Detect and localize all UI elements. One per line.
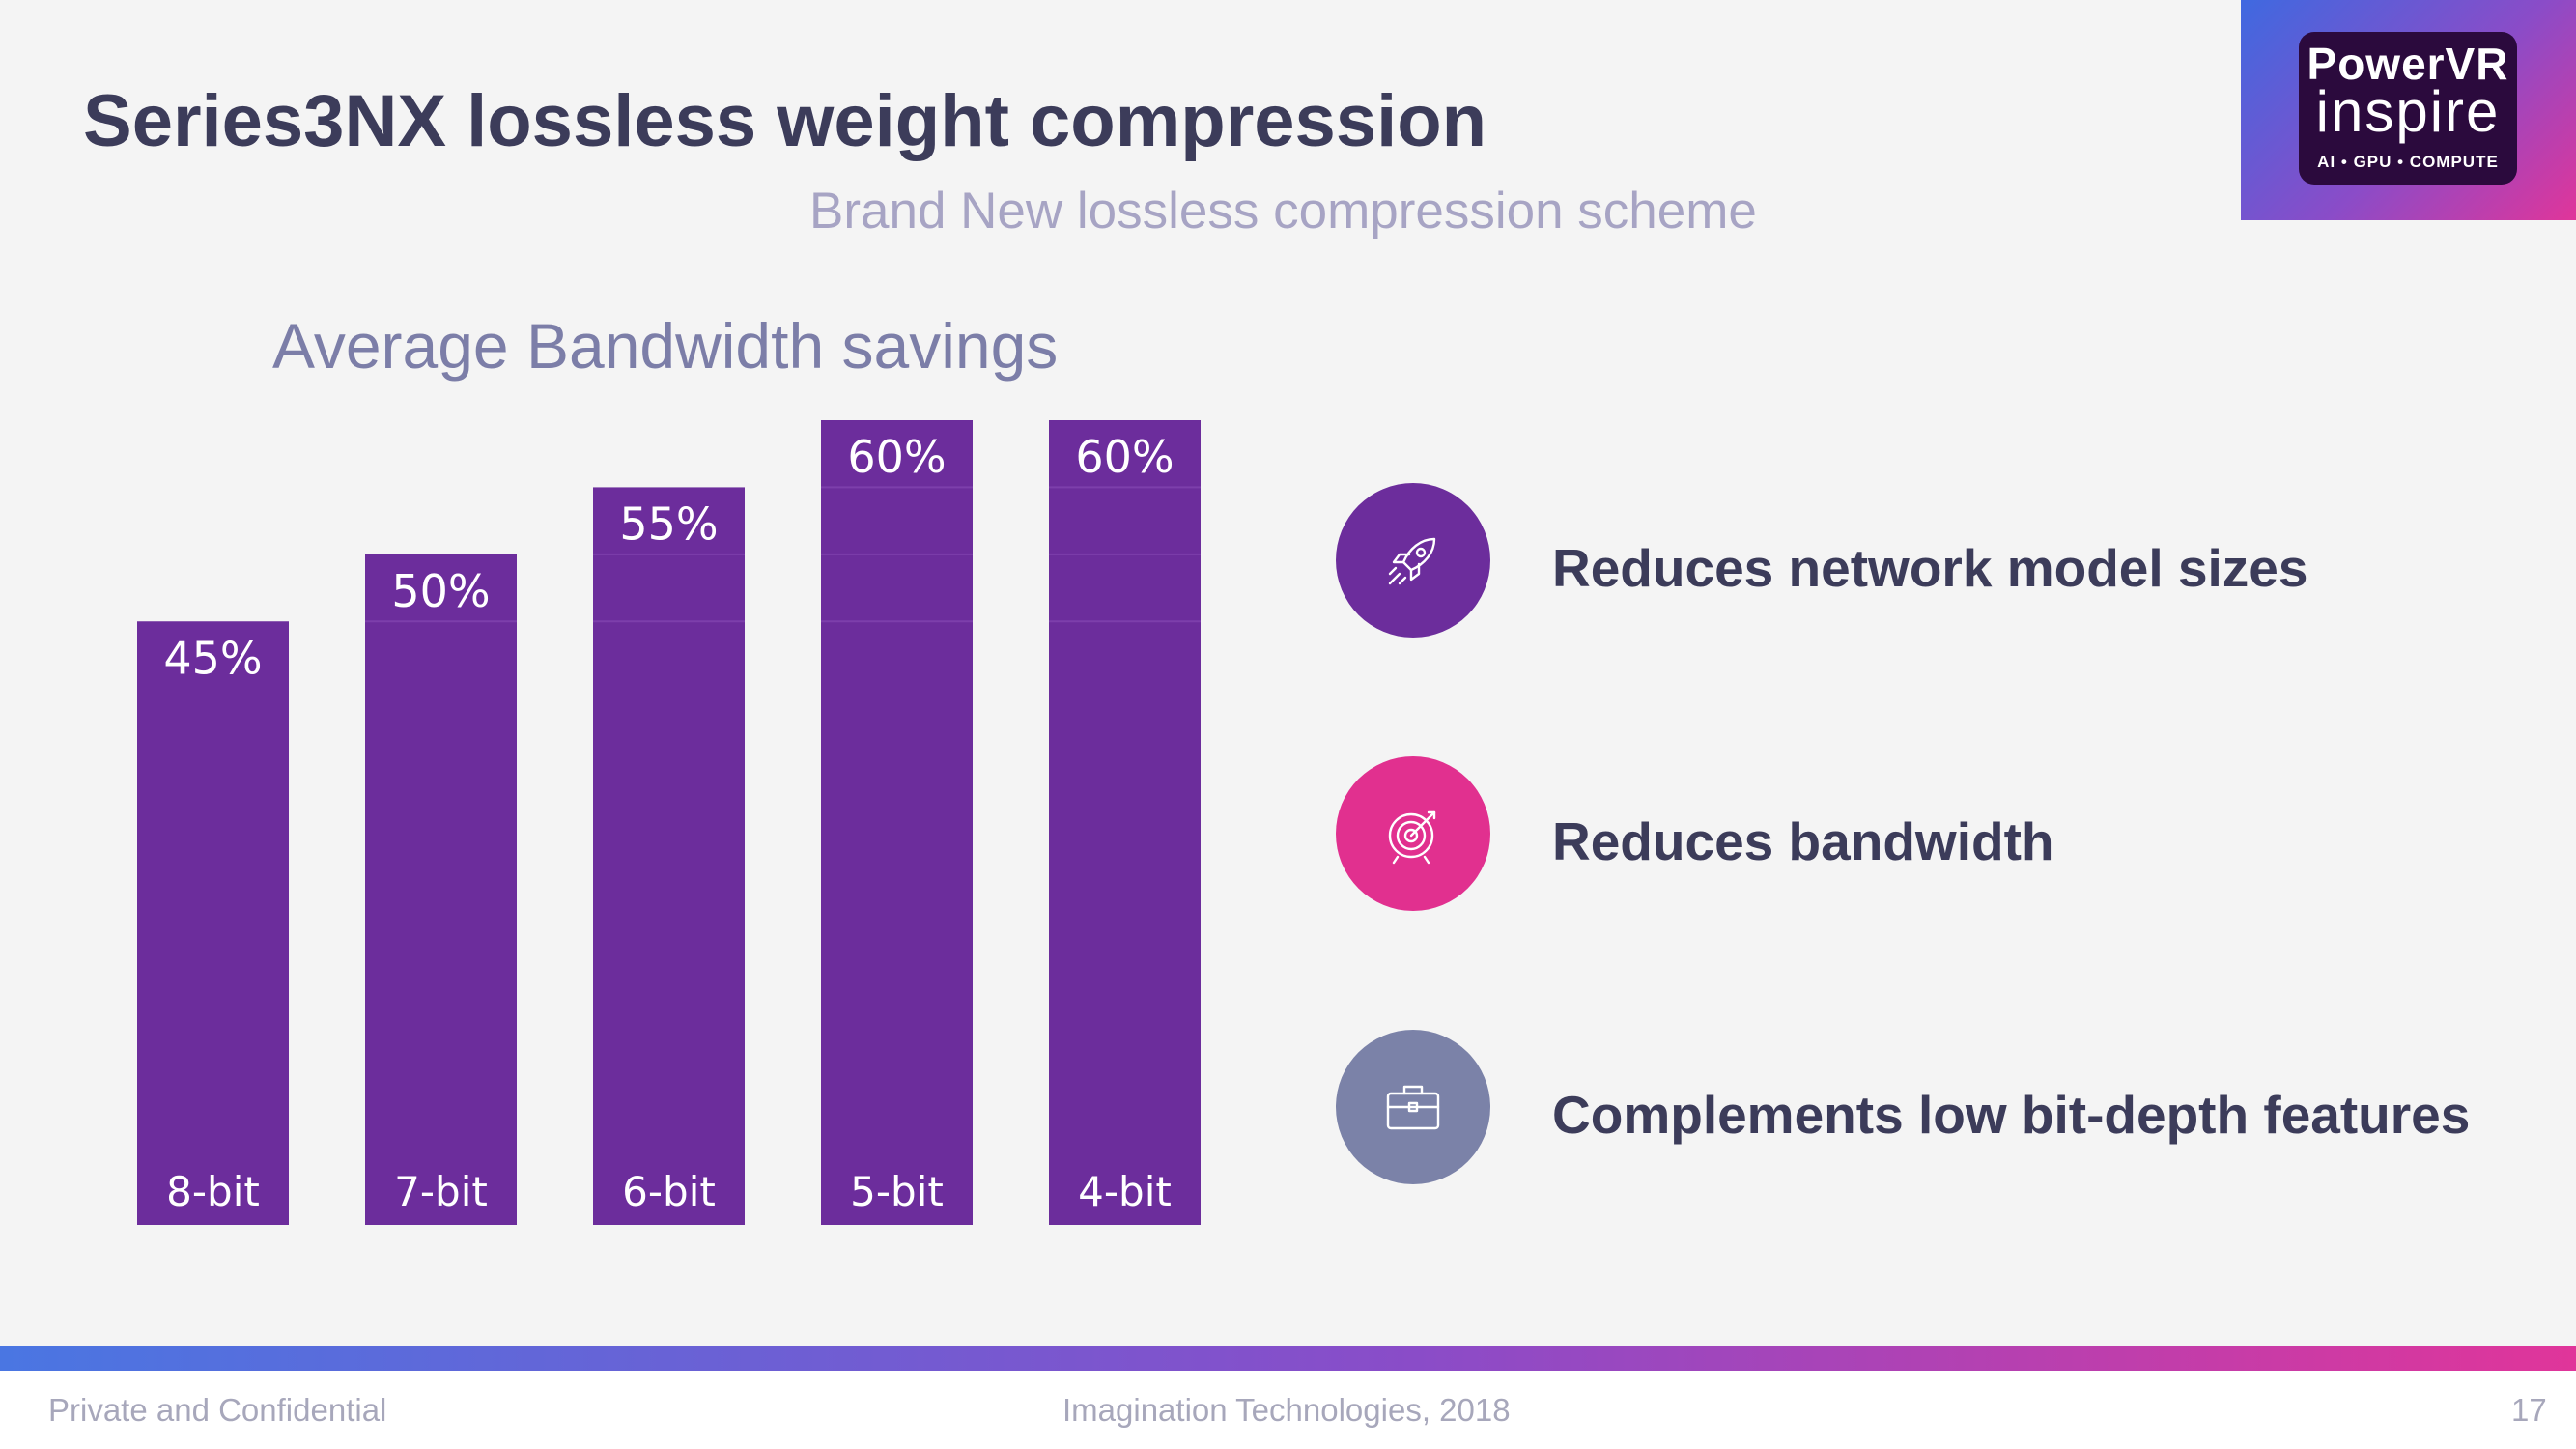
bar-7-bit <box>365 554 517 1225</box>
feature-label-bandwidth: Reduces bandwidth <box>1552 811 2054 871</box>
category-label: 6-bit <box>622 1168 716 1215</box>
slide-title: Series3NX lossless weight compression <box>83 80 1487 162</box>
feature-label-network: Reduces network model sizes <box>1552 538 2308 598</box>
feature-circle-bandwidth <box>1336 756 1490 911</box>
bar-value-label: 45% <box>163 632 262 684</box>
bar-4-bit <box>1049 420 1201 1225</box>
category-label: 5-bit <box>850 1168 944 1215</box>
slide-subtitle: Brand New lossless compression scheme <box>809 183 1757 240</box>
bar-value-label: 60% <box>1075 431 1174 483</box>
feature-circle-bitdepth <box>1336 1030 1490 1184</box>
footer-gradient-bar <box>0 1346 2576 1371</box>
feature-circle-network <box>1336 483 1490 638</box>
briefcase-icon <box>1386 1085 1440 1130</box>
footer-page-number: 17 <box>2511 1392 2547 1428</box>
category-label: 8-bit <box>166 1168 260 1215</box>
feature-label-bitdepth: Complements low bit-depth features <box>1552 1085 2471 1145</box>
footer-company: Imagination Technologies, 2018 <box>1062 1392 1511 1428</box>
chart-title: Average Bandwidth savings <box>272 310 1059 382</box>
bandwidth-savings-chart: 45% 8-bit 50% 7-bit 55% 6-bit 60% 5-bit 60% 4-bit <box>137 420 1201 1226</box>
logo-line-2: inspire <box>2315 79 2501 144</box>
category-label: 4-bit <box>1078 1168 1172 1215</box>
logo-line-1: PowerVR <box>2307 39 2509 89</box>
bar-value-label: 60% <box>847 431 946 483</box>
bar-5-bit <box>821 420 973 1225</box>
bar-6-bit <box>593 487 745 1226</box>
logo-line-3: AI • GPU • COMPUTE <box>2317 153 2499 171</box>
category-label: 7-bit <box>394 1168 488 1215</box>
footer: Private and Confidential Imagination Tec… <box>0 1371 2576 1449</box>
target-icon <box>1388 810 1436 865</box>
bar-8-bit <box>137 621 289 1225</box>
powervr-inspire-logo: PowerVR inspire AI • GPU • COMPUTE <box>2241 0 2576 220</box>
bar-value-label: 50% <box>391 565 490 617</box>
logo-badge: PowerVR inspire AI • GPU • COMPUTE <box>2299 32 2517 185</box>
bar-value-label: 55% <box>619 497 718 550</box>
footer-confidentiality: Private and Confidential <box>48 1392 387 1428</box>
rocket-icon <box>1388 537 1436 585</box>
